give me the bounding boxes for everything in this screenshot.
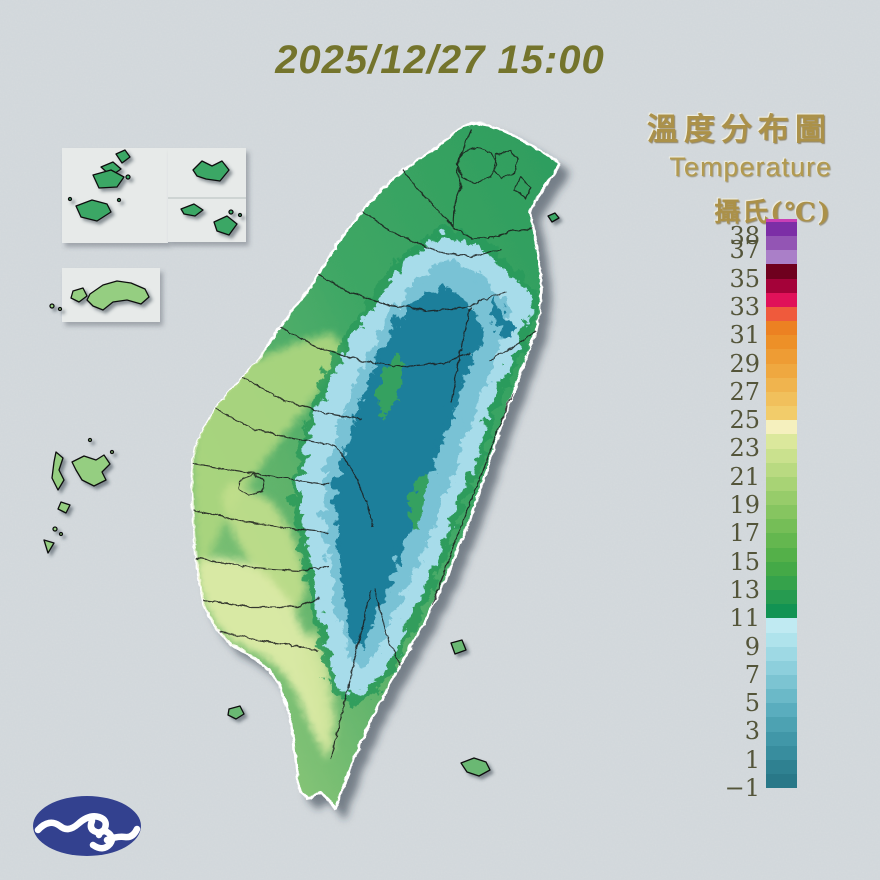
legend-segment (766, 660, 797, 675)
liuqiu-island (227, 705, 245, 720)
legend-segment (766, 349, 797, 364)
county-boundaries (191, 127, 536, 759)
offshore-islands (43, 149, 560, 777)
legend-segment (766, 434, 797, 449)
legend-tick-label: 23 (729, 434, 760, 463)
legend-segment (766, 321, 797, 336)
legend-tick-label: 25 (729, 406, 760, 435)
legend-tick-label: 1 (744, 745, 760, 774)
legend-tick-label: 5 (744, 689, 760, 718)
guishan-island (547, 212, 560, 223)
cwa-logo (33, 796, 141, 856)
legend-segment (766, 547, 797, 562)
legend-tick-label: 38 (729, 222, 760, 251)
legend-segment (766, 264, 797, 279)
legend-segment (766, 759, 797, 775)
legend-tick-label: 9 (744, 632, 760, 661)
legend-tick-label: −1 (724, 774, 760, 802)
legend-segment (766, 363, 797, 378)
legend-segment (766, 490, 797, 506)
legend-segment (766, 604, 797, 619)
legend-segment (766, 519, 797, 534)
map-title-chinese: 溫度分布圖 (647, 112, 832, 148)
map-title-english: Temperature (669, 152, 832, 182)
legend-segment (766, 646, 797, 661)
legend-tick-label: 7 (744, 660, 760, 689)
legend-segment (766, 448, 797, 463)
legend-tick-label: 29 (729, 349, 760, 378)
legend-segment (766, 731, 797, 746)
matsu-islands (67, 149, 131, 222)
legend-segment (766, 561, 797, 576)
legend-tick-label: 19 (729, 491, 760, 519)
legend-segment (766, 717, 797, 732)
legend-tick-label: 31 (729, 321, 760, 350)
legend-segment (766, 575, 797, 591)
legend-tick-label: 35 (729, 264, 760, 293)
title-panel: 溫度分布圖 Temperature 攝氏(℃) (647, 104, 832, 229)
green-island (450, 639, 467, 655)
legend-tick-label: 11 (729, 604, 760, 633)
legend-segment (766, 278, 797, 293)
legend-segment (766, 391, 797, 407)
western-plains (192, 332, 345, 758)
legend-segment (766, 222, 797, 237)
mountain-cold-region (288, 224, 537, 702)
legend-segment (766, 476, 797, 491)
penghu-islands (43, 437, 115, 554)
legend-segment (766, 745, 797, 760)
legend-segment (766, 406, 797, 421)
legend-tick-label: 37 (729, 236, 760, 265)
legend-segment (766, 533, 797, 548)
legend-segment (766, 590, 797, 605)
legend-segment (766, 689, 797, 704)
legend-segment (766, 306, 797, 322)
legend-segment (766, 774, 797, 789)
orchid-island (460, 757, 491, 777)
legend-tick-label: 15 (729, 547, 760, 576)
kinmen-islands (49, 280, 150, 312)
map-datetime: 2025/12/27 15:00 (275, 38, 605, 82)
legend-tick-label: 13 (729, 575, 760, 604)
legend-segment (766, 462, 797, 477)
dongyin-wuqiu-islands (180, 160, 243, 236)
legend-segment (766, 292, 797, 307)
legend-segment (766, 250, 797, 265)
legend-bar (766, 222, 797, 789)
legend-segment (766, 236, 797, 251)
legend-tick-label: 27 (729, 377, 760, 406)
inset-box-matsu (62, 148, 168, 243)
cold-zone-dark-teal (330, 283, 481, 643)
legend-segment (766, 703, 797, 718)
mountain-valley-green (370, 350, 400, 415)
legend-segment (766, 632, 797, 647)
legend-segment (766, 377, 797, 392)
legend-tick-label: 17 (729, 519, 760, 548)
legend-top-cap (766, 219, 797, 222)
legend-segment (766, 618, 797, 633)
legend-segment (766, 675, 797, 690)
legend-segment (766, 335, 797, 350)
legend-tick-label: 3 (744, 717, 760, 746)
legend-segment (766, 420, 797, 435)
legend-segment (766, 505, 797, 520)
legend-tick-label: 21 (729, 462, 760, 491)
legend-tick-label: 33 (729, 292, 760, 321)
cwa-cloud-swirl-icon (34, 813, 141, 852)
